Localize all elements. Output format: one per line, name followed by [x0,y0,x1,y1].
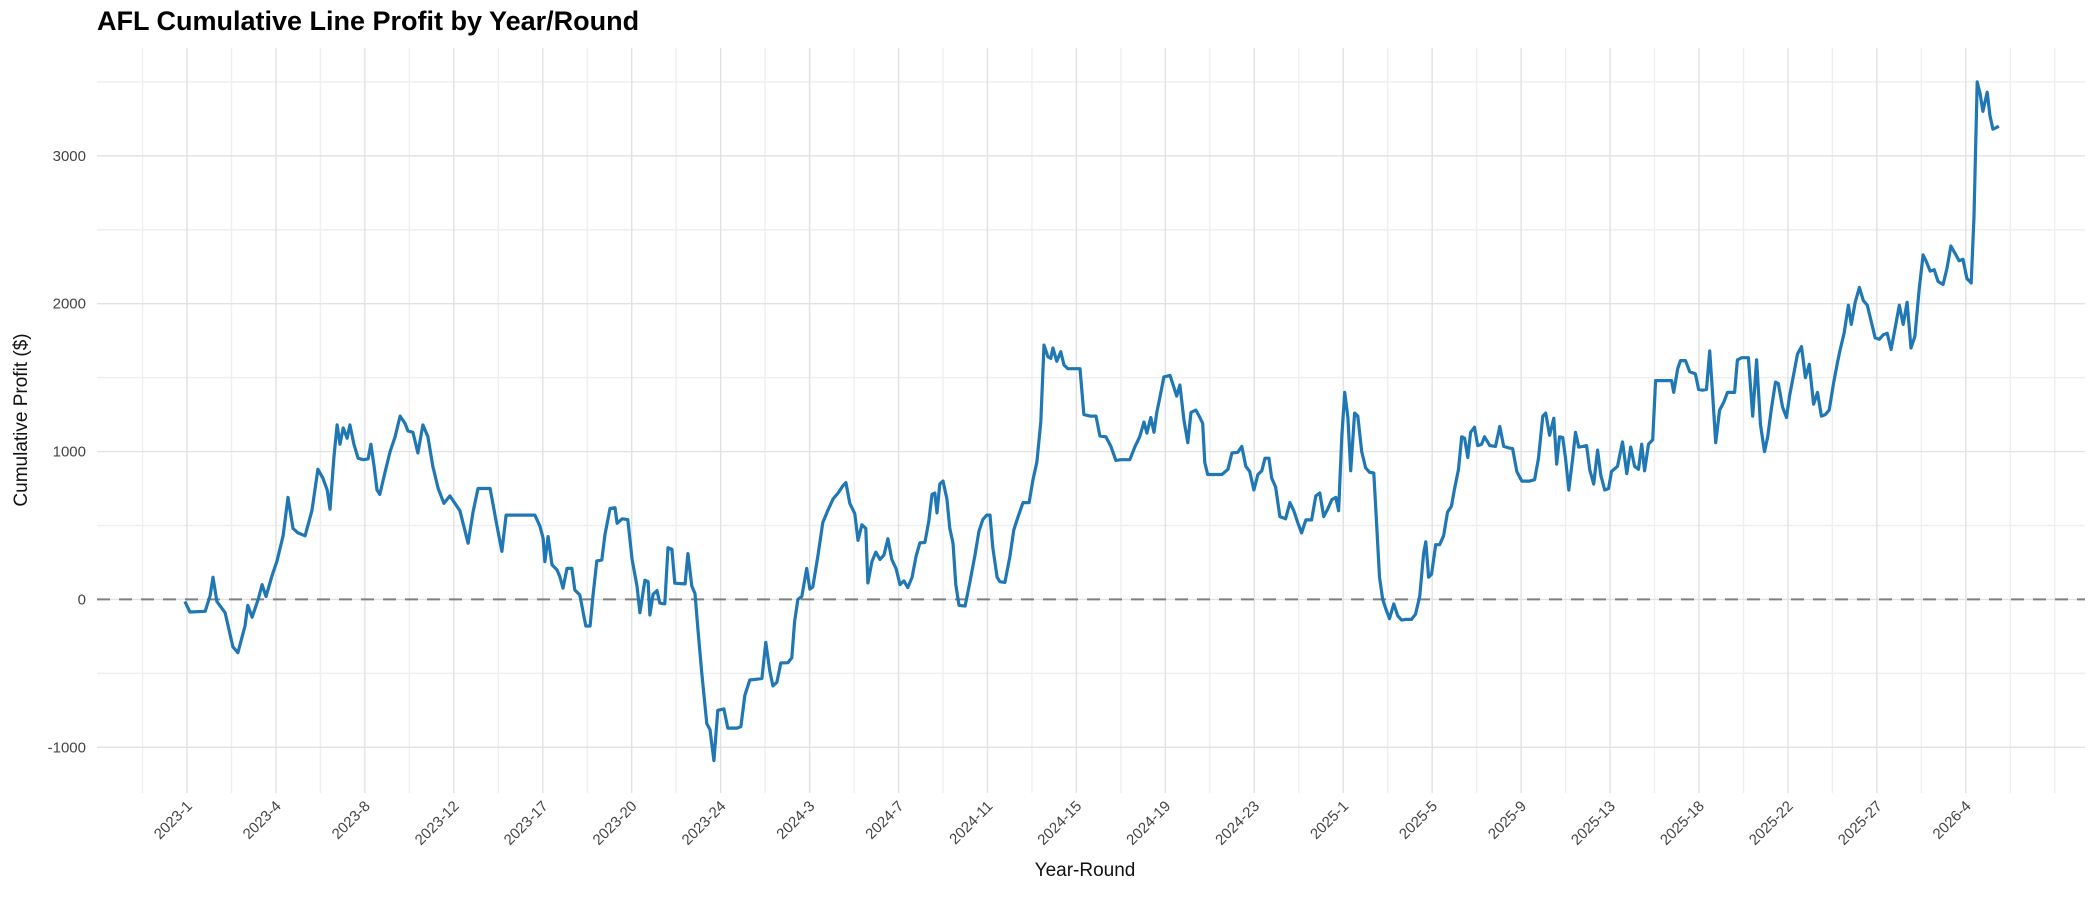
y-tick-label: 2000 [53,296,86,313]
y-tick-label: 0 [78,591,86,608]
y-tick-label: 3000 [53,148,86,165]
y-tick-label: -1000 [48,739,86,756]
y-tick-label: 1000 [53,444,86,461]
y-axis-tick-labels: -1000 0 1000 2000 3000 [48,148,86,757]
chart-title: AFL Cumulative Line Profit by Year/Round [97,6,639,36]
profit-line [183,80,2000,763]
x-axis-title: Year-Round [1035,860,1136,881]
y-axis-title: Cumulative Profit ($) [11,333,32,506]
